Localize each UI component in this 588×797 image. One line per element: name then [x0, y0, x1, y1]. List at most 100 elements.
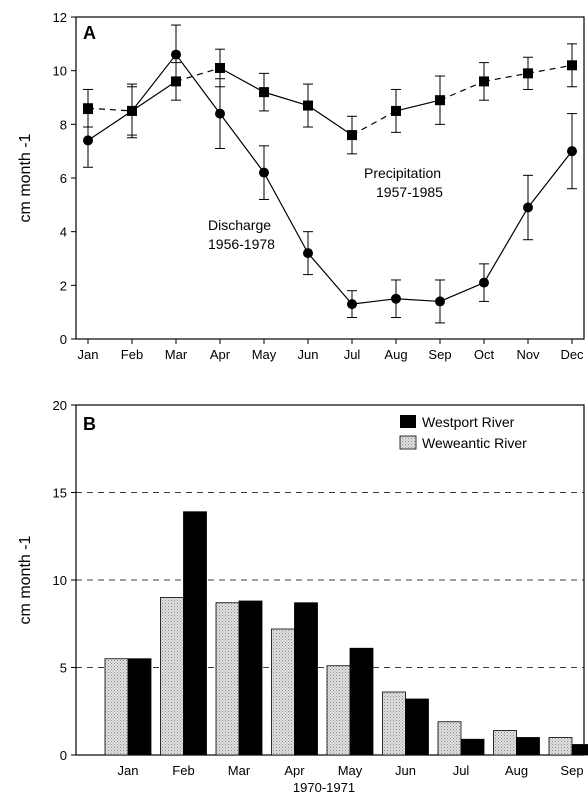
chart-b-legend: Westport River Weweantic River: [399, 414, 527, 451]
b-xtick-label-8: Sep: [560, 763, 583, 778]
a-xtick-label-0: Jan: [78, 347, 99, 362]
a-ytick-label-4: 8: [60, 117, 67, 132]
a-ytick-label-0: 0: [60, 332, 67, 347]
b-ytick-label-3: 15: [53, 486, 67, 501]
a-xtick-label-7: Aug: [384, 347, 407, 362]
discharge-point-1: [127, 105, 137, 116]
precip-point-4: [259, 87, 269, 98]
precip-segment-10: [527, 64, 573, 74]
westport-bar-3: [294, 602, 318, 756]
discharge-point-3: [215, 108, 225, 119]
discharge-point-5: [303, 248, 313, 259]
a-ytick-label-1: 2: [60, 278, 67, 293]
b-ytick-label-1: 5: [60, 661, 67, 676]
chart-b-yticks: 0 5 10 15 20: [53, 398, 76, 763]
b-ytick-label-0: 0: [60, 748, 67, 763]
discharge-point-2: [171, 49, 181, 60]
discharge-segment-6: [351, 298, 397, 305]
discharge-point-7: [391, 293, 401, 304]
b-xtick-label-0: Jan: [118, 763, 139, 778]
weweantic-bar-4: [326, 665, 351, 756]
b-xtick-label-1: Feb: [172, 763, 194, 778]
a-xtick-label-3: Apr: [210, 347, 231, 362]
b-xtick-label-7: Aug: [505, 763, 528, 778]
discharge-label-line2: 1956-1978: [208, 236, 275, 252]
discharge-segment-4: [263, 172, 309, 254]
westport-bar-5: [405, 698, 429, 756]
b-xtick-label-6: Jul: [453, 763, 470, 778]
precip-point-3: [215, 62, 225, 73]
chart-b-xticks: Jan Feb Mar Apr May Jun Jul Aug Sep: [118, 763, 584, 778]
weweantic-bar-7: [493, 730, 517, 756]
chart-b-gridlines: [76, 492, 584, 668]
chart-b: B cm month -1 0 5 10 15 20 Jan Feb Mar Apr May Ju…: [17, 398, 588, 795]
westport-bar-8: [571, 744, 588, 756]
precip-point-0: [83, 103, 93, 114]
b-xtick-label-5: Jun: [395, 763, 416, 778]
discharge-segment-1: [131, 54, 177, 112]
a-xtick-label-1: Feb: [121, 347, 143, 362]
discharge-segment-0: [87, 110, 133, 141]
discharge-point-9: [479, 277, 489, 288]
weweantic-bar-8: [548, 737, 573, 756]
discharge-point-0: [83, 135, 93, 146]
precip-point-11: [567, 60, 577, 71]
precip-point-5: [303, 100, 313, 111]
legend-label-weweantic: Weweantic River: [422, 435, 527, 451]
precip-segment-7: [395, 99, 441, 112]
b-ytick-label-2: 10: [53, 573, 67, 588]
precip-segment-9: [483, 72, 529, 82]
a-xtick-label-8: Sep: [428, 347, 451, 362]
a-xtick-label-10: Nov: [516, 347, 540, 362]
discharge-segment-3: [219, 113, 265, 173]
weweantic-bar-6: [437, 721, 462, 756]
chart-a-xticks: Jan Feb Mar Apr May Jun Jul Aug Sep Oct Nov Dec: [78, 339, 584, 362]
precip-point-7: [391, 105, 401, 116]
precip-point-6: [347, 130, 357, 141]
a-ytick-label-6: 12: [53, 10, 67, 25]
discharge-label-line1: Discharge: [208, 217, 271, 233]
weweantic-bar-3: [271, 628, 295, 756]
weweantic-bar-2: [215, 602, 240, 756]
precip-segment-1: [131, 80, 177, 112]
precip-segment-8: [439, 80, 485, 101]
chart-b-bars: [104, 511, 588, 756]
b-ytick-label-4: 20: [53, 398, 67, 413]
chart-b-ylabel: cm month -1: [17, 535, 34, 624]
a-xtick-label-6: Jul: [344, 347, 361, 362]
precip-point-9: [479, 76, 489, 87]
precip-point-2: [171, 76, 181, 87]
discharge-point-8: [435, 296, 445, 307]
chart-b-panel-label: B: [83, 414, 96, 434]
discharge-point-6: [347, 299, 357, 310]
chart-a-points: [83, 49, 577, 310]
b-xtick-label-4: May: [338, 763, 363, 778]
westport-bar-6: [460, 738, 485, 756]
precip-segment-2: [175, 67, 221, 82]
weweantic-bar-0: [104, 658, 129, 756]
chart-a-yticks: 0 2 4 6 8 10 12: [53, 10, 76, 347]
chart-a-ylabel: cm month -1: [17, 133, 34, 222]
discharge-segment-2: [175, 54, 221, 114]
a-xtick-label-9: Oct: [474, 347, 495, 362]
b-xtick-label-3: Apr: [284, 763, 305, 778]
precip-segment-0: [87, 107, 133, 112]
legend-swatch-westport: [400, 415, 416, 428]
westport-bar-7: [516, 737, 540, 756]
discharge-point-11: [567, 146, 577, 157]
discharge-segment-8: [439, 282, 485, 302]
chart-a-series-lines: [87, 54, 573, 305]
discharge-segment-5: [307, 252, 353, 305]
a-ytick-label-2: 4: [60, 225, 67, 240]
precip-segment-3: [219, 67, 265, 93]
discharge-segment-7: [395, 298, 441, 303]
westport-bar-1: [183, 511, 207, 756]
precipitation-label-line2: 1957-1985: [376, 184, 443, 200]
westport-bar-4: [349, 647, 374, 756]
a-ytick-label-5: 10: [53, 64, 67, 79]
a-xtick-label-2: Mar: [165, 347, 188, 362]
discharge-segment-9: [483, 207, 529, 283]
a-xtick-label-5: Jun: [298, 347, 319, 362]
